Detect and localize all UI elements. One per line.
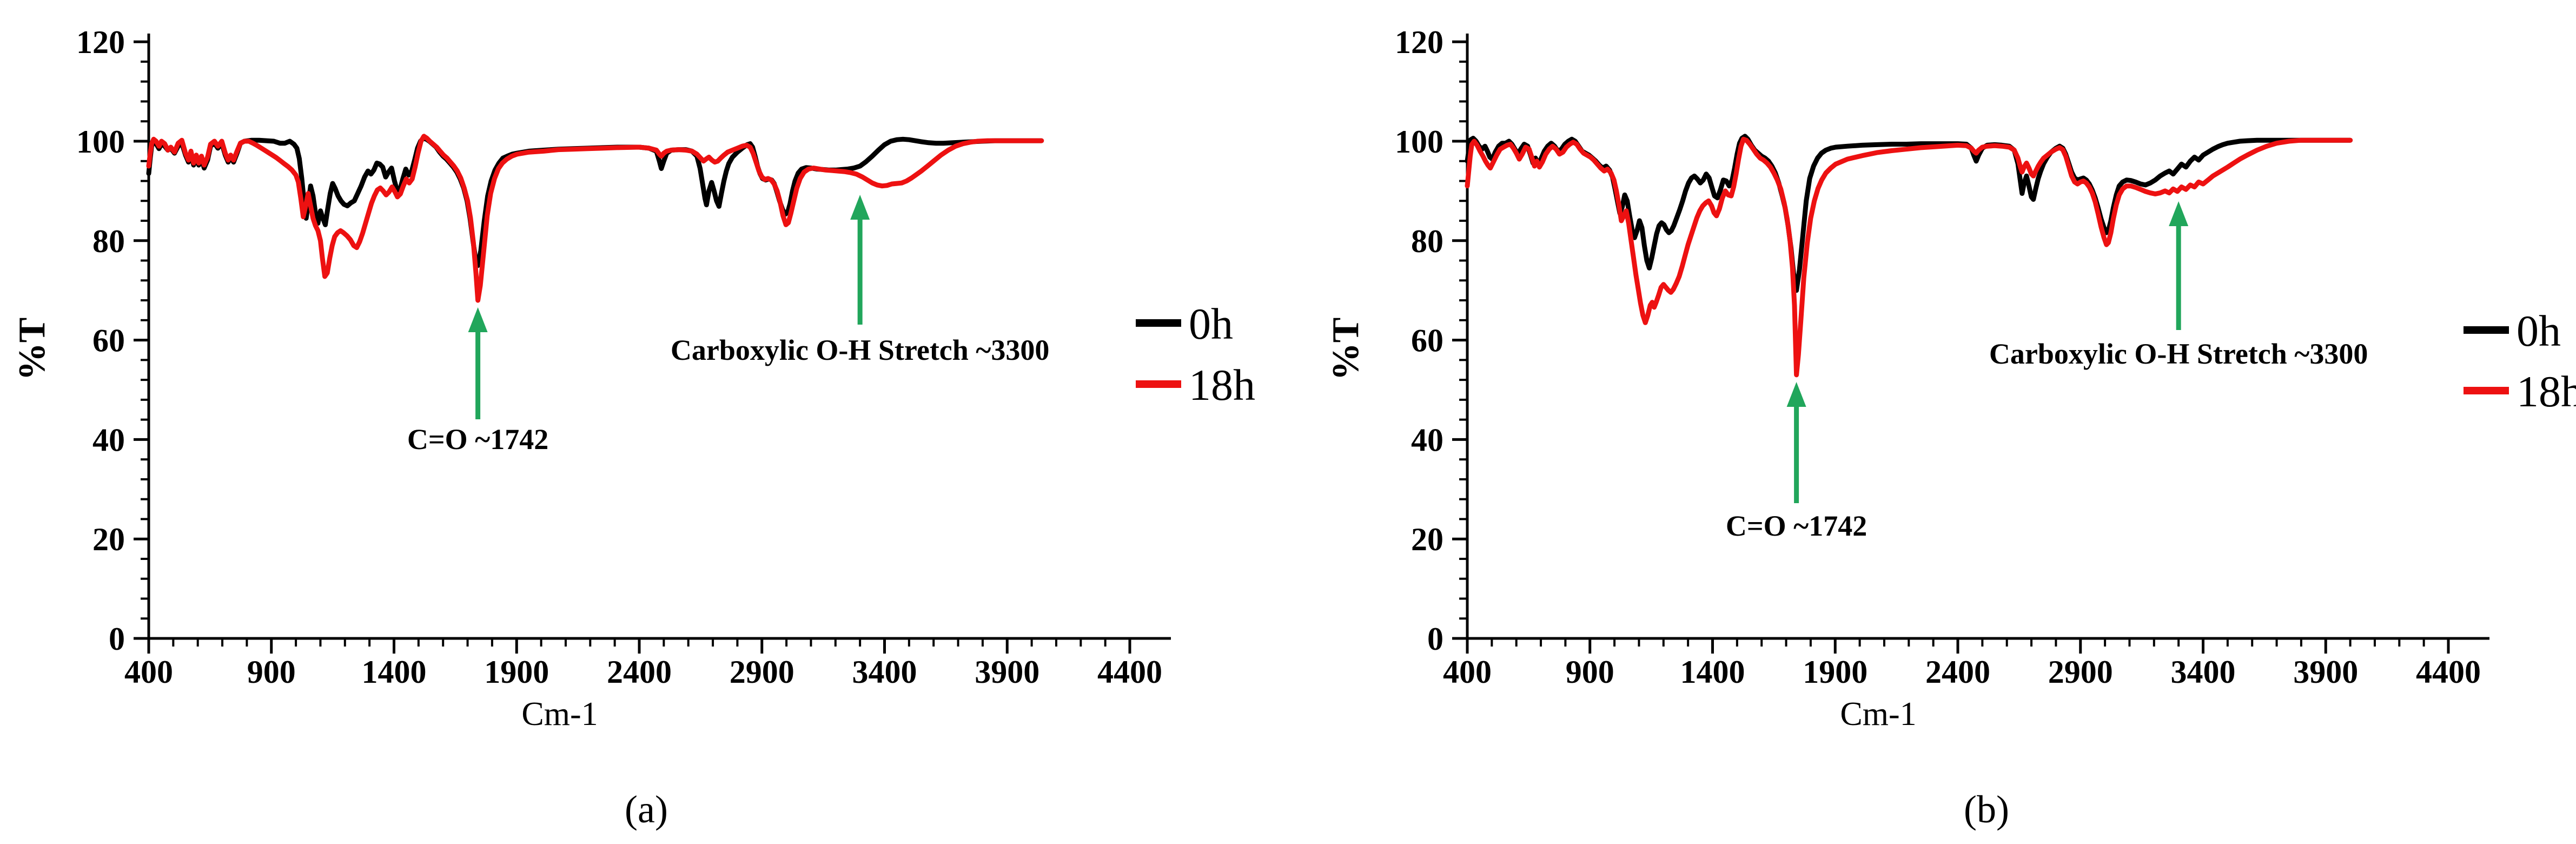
x-tick-label: 900 — [247, 654, 296, 690]
y-tick-label: 40 — [1411, 422, 1443, 458]
annotation-arrowhead-icon — [850, 195, 870, 220]
y-tick-label: 120 — [76, 24, 125, 60]
x-axis-title: Cm-1 — [521, 696, 598, 733]
y-tick-label: 60 — [92, 323, 125, 359]
legend-label-18h: 18h — [2517, 367, 2576, 416]
x-tick-label: 4400 — [2416, 654, 2481, 690]
axes — [1466, 34, 2489, 640]
annotation-label: C=O ~1742 — [1726, 510, 1867, 542]
x-tick-label: 400 — [124, 654, 173, 690]
panel-caption: (a) — [625, 788, 668, 831]
y-tick-label: 100 — [1395, 124, 1443, 160]
x-tick-label: 3400 — [852, 654, 917, 690]
panel-caption: (b) — [1964, 788, 2009, 831]
annotation-label: Carboxylic O-H Stretch ~3300 — [1989, 338, 2368, 370]
legend-label-0h: 0h — [1189, 299, 1233, 348]
x-tick-label: 3400 — [2171, 654, 2236, 690]
series-line-0h — [1465, 134, 2353, 293]
legend-swatch-18h — [1136, 380, 1181, 388]
annotation-label: Carboxylic O-H Stretch ~3300 — [671, 334, 1050, 366]
legend-label-18h: 18h — [1189, 360, 1255, 410]
y-tick-label: 20 — [92, 522, 125, 557]
x-tick-label: 3900 — [2293, 654, 2358, 690]
x-axis-title: Cm-1 — [1840, 696, 1916, 733]
y-tick-label: 20 — [1411, 522, 1443, 557]
y-tick-label: 80 — [1411, 223, 1443, 259]
y-tick-label: 60 — [1411, 323, 1443, 359]
legend-label-0h: 0h — [2517, 306, 2561, 355]
x-tick-label: 1400 — [362, 654, 427, 690]
series-line-18h — [146, 134, 1044, 303]
x-tick-label: 3900 — [975, 654, 1039, 690]
y-tick-label: 0 — [109, 621, 125, 657]
y-tick-label: 80 — [92, 223, 125, 259]
chart-panel-a: 0 20 40 60 80 100 120 400 900 1400 1900 2400 2900 340… — [0, 0, 1287, 844]
annotation-arrowhead-icon — [2169, 201, 2189, 226]
ftir-chart-b: 0 20 40 60 80 100 120 400 900 1400 1900 2400 2900 340… — [1325, 24, 2576, 831]
y-tick-label: 0 — [1427, 621, 1443, 657]
y-tick-label: 120 — [1395, 24, 1443, 60]
x-tick-label: 900 — [1566, 654, 1614, 690]
x-tick-label: 1900 — [484, 654, 549, 690]
legend-swatch-18h — [2464, 387, 2509, 394]
ftir-chart-a: 0 20 40 60 80 100 120 400 900 1400 1900 2400 2900 340… — [11, 24, 1255, 831]
legend-swatch-0h — [1136, 319, 1181, 327]
series-line-0h — [146, 136, 1044, 268]
x-tick-label: 2400 — [607, 654, 672, 690]
y-tick-label: 40 — [92, 422, 125, 458]
x-tick-label: 400 — [1443, 654, 1492, 690]
x-tick-label: 2900 — [2048, 654, 2113, 690]
annotation-label: C=O ~1742 — [407, 423, 548, 456]
x-tick-label: 4400 — [1097, 654, 1162, 690]
y-tick-label: 100 — [76, 124, 125, 160]
series-line-18h — [1465, 136, 2353, 378]
y-axis-title: %T — [11, 318, 53, 381]
x-tick-label: 2400 — [1925, 654, 1990, 690]
legend-swatch-0h — [2464, 326, 2509, 334]
chart-panel-b: 0 20 40 60 80 100 120 400 900 1400 1900 2400 2900 340… — [1289, 0, 2576, 844]
y-axis-title: %T — [1325, 318, 1367, 381]
x-tick-label: 2900 — [730, 654, 794, 690]
x-tick-label: 1900 — [1803, 654, 1868, 690]
x-tick-label: 1400 — [1680, 654, 1745, 690]
annotation-arrowhead-icon — [468, 307, 488, 332]
annotation-arrowhead-icon — [1786, 382, 1806, 407]
